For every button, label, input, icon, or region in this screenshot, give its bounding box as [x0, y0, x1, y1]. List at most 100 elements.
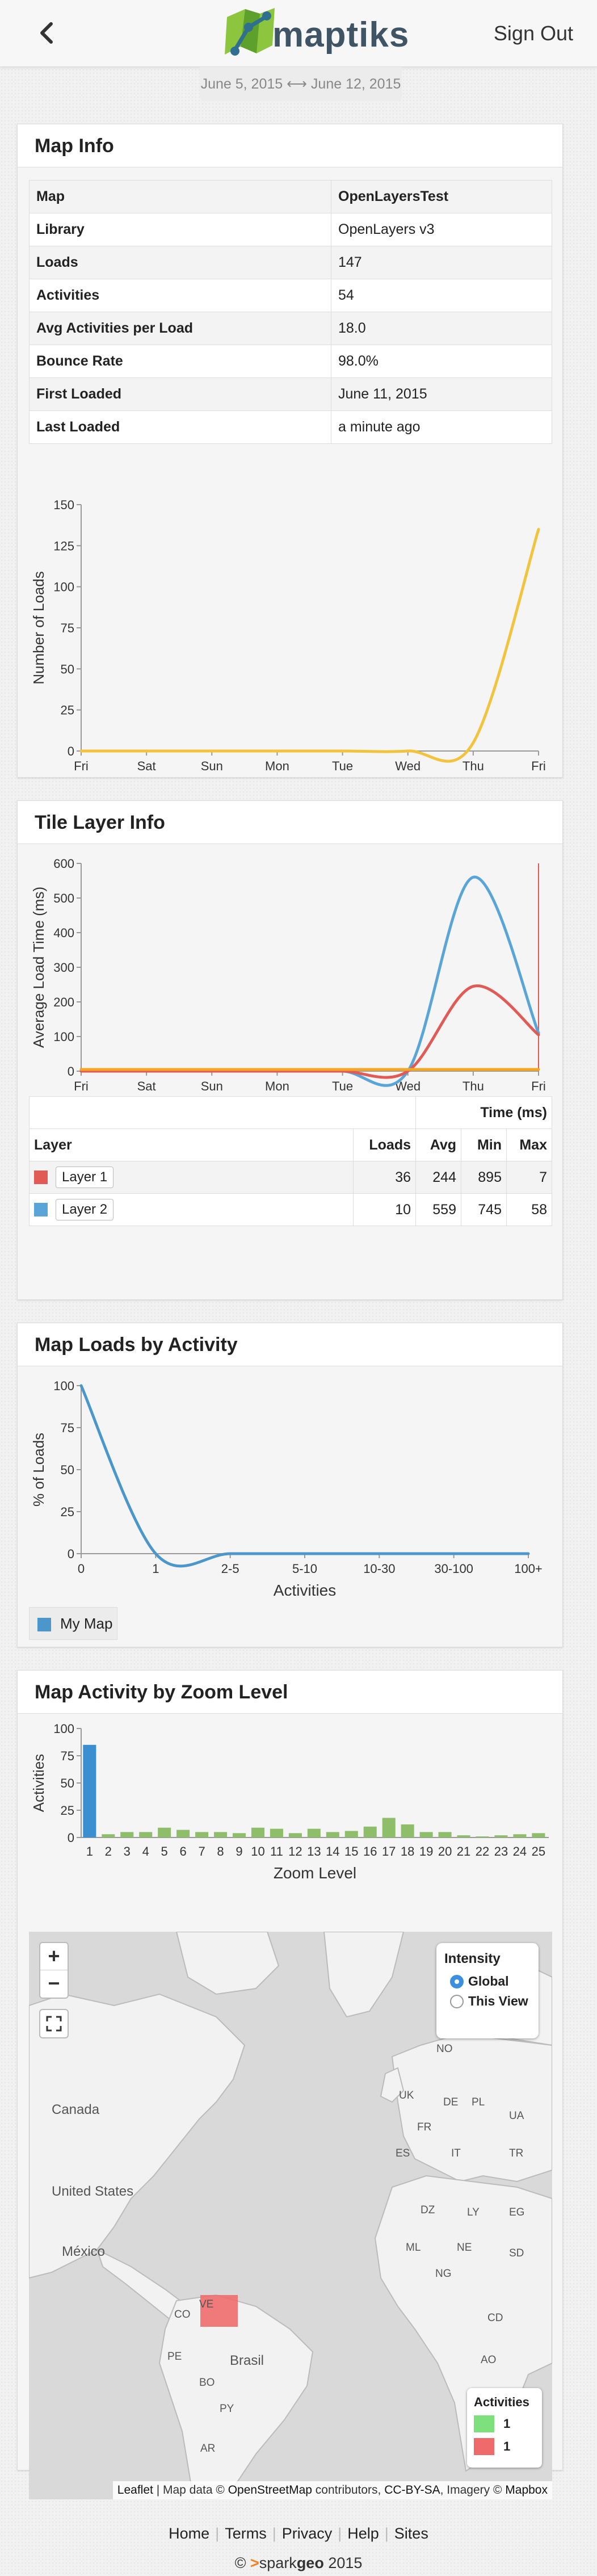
- info-value: a minute ago: [331, 410, 552, 444]
- activity-heat-cell[interactable]: [200, 2295, 238, 2327]
- x-tick-label: Sat: [137, 1079, 156, 1093]
- osm-link[interactable]: OpenStreetMap: [228, 2483, 312, 2497]
- x-tick-label: Wed: [395, 759, 421, 773]
- map-label-no: NO: [436, 2043, 453, 2055]
- footer-link-home[interactable]: Home: [169, 2525, 210, 2542]
- zoom-bar-19[interactable]: [419, 1832, 433, 1837]
- y-tick-label: 50: [61, 662, 74, 676]
- footer-link-privacy[interactable]: Privacy: [281, 2525, 333, 2542]
- map-label-ar: AR: [200, 2443, 216, 2455]
- zoom-bar-15[interactable]: [344, 1831, 358, 1837]
- sign-out-link[interactable]: Sign Out: [493, 22, 573, 45]
- info-key: Avg Activities per Load: [29, 312, 331, 345]
- maptiks-logo: maptiks: [222, 5, 409, 61]
- x-tick-label: Fri: [74, 1079, 89, 1093]
- activities-legend-item: 1: [474, 2415, 535, 2432]
- intensity-option-this-view[interactable]: This View: [450, 1994, 531, 2009]
- footer-link-sites[interactable]: Sites: [394, 2525, 428, 2542]
- chevron-left-icon: [40, 22, 53, 44]
- col-avg: Avg: [415, 1128, 461, 1161]
- leaflet-link[interactable]: Leaflet: [117, 2483, 153, 2497]
- cc-link[interactable]: CC-BY-SA: [384, 2483, 440, 2497]
- intensity-control: Intensity Global This View: [436, 1943, 539, 2038]
- zoom-bar-16[interactable]: [363, 1826, 377, 1837]
- zoom-bar-10[interactable]: [251, 1827, 265, 1837]
- y-tick-label: 100: [53, 1030, 74, 1044]
- y-axis-label: Average Load Time (ms): [30, 887, 47, 1048]
- footer-link-terms[interactable]: Terms: [225, 2525, 267, 2542]
- zoom-bar-14[interactable]: [326, 1832, 339, 1837]
- zoom-bar-21[interactable]: [457, 1835, 470, 1837]
- zoom-bar-9[interactable]: [232, 1833, 246, 1837]
- map-label-mexico: México: [62, 2244, 106, 2259]
- x-tick-label: 13: [307, 1844, 321, 1858]
- y-tick-label: 600: [53, 857, 74, 871]
- mapbox-link[interactable]: Mapbox: [505, 2483, 548, 2497]
- layer-min: 745: [461, 1193, 507, 1226]
- fullscreen-button[interactable]: [39, 2009, 69, 2038]
- activities-legend-title: Activities: [474, 2395, 529, 2409]
- activities-legend: Activities 1 1: [467, 2388, 542, 2468]
- zoom-bar-11[interactable]: [270, 1828, 283, 1837]
- map-activity-by-zoom-panel: Map Activity by Zoom Level 0 25 50 75 100 Act…: [17, 1670, 563, 2499]
- zoom-bar-22[interactable]: [476, 1836, 489, 1837]
- layer-toggle-button[interactable]: Layer 1: [56, 1167, 114, 1188]
- y-tick-label: 200: [53, 995, 74, 1009]
- zoom-bar-20[interactable]: [438, 1832, 452, 1837]
- zoom-bar-23[interactable]: [494, 1835, 508, 1837]
- x-tick-label: 24: [513, 1844, 527, 1858]
- zoom-bar-12[interactable]: [288, 1833, 302, 1837]
- map-label-ve: VE: [199, 2298, 214, 2310]
- y-tick-label: 25: [61, 1803, 74, 1818]
- copyright: © >sparkgeo 2015: [234, 2554, 363, 2571]
- map-label-es: ES: [396, 2147, 410, 2159]
- x-tick-label: Thu: [463, 1079, 484, 1093]
- tile-layer-row: Layer 1 36 244 895 7: [29, 1161, 552, 1194]
- date-end: June 12, 2015: [310, 76, 401, 92]
- panel-title: Map Loads by Activity: [18, 1323, 562, 1366]
- brand-name: maptiks: [272, 15, 410, 54]
- x-tick-label: 5: [161, 1844, 168, 1858]
- legend-my-map[interactable]: My Map: [29, 1607, 117, 1640]
- map-label-cd: CD: [487, 2312, 503, 2324]
- layer-min: 895: [461, 1161, 507, 1194]
- layer-toggle-button[interactable]: Layer 2: [56, 1199, 114, 1220]
- fullscreen-icon: [46, 2016, 62, 2032]
- zoom-bar-2[interactable]: [102, 1834, 115, 1837]
- x-tick-label: 0: [78, 1562, 85, 1576]
- y-tick-label: 25: [61, 1505, 74, 1519]
- x-tick-label: Sun: [201, 759, 223, 773]
- zoom-bar-1[interactable]: [83, 1744, 96, 1837]
- x-tick-label: 15: [344, 1844, 358, 1858]
- zoom-bar-25[interactable]: [532, 1833, 545, 1837]
- zoom-in-button[interactable]: +: [40, 1943, 68, 1970]
- zoom-bar-18[interactable]: [401, 1824, 414, 1837]
- y-tick-label: 300: [53, 960, 74, 975]
- zoom-out-button[interactable]: −: [48, 1971, 60, 1995]
- x-tick-label: 3: [124, 1844, 131, 1858]
- x-tick-label: 4: [142, 1844, 149, 1858]
- y-tick-label: 100: [53, 1379, 74, 1393]
- zoom-bar-4[interactable]: [139, 1832, 153, 1837]
- time-ms-header: Time (ms): [415, 1096, 552, 1129]
- zoom-bar-17[interactable]: [382, 1818, 396, 1837]
- back-button[interactable]: [34, 19, 59, 47]
- zoom-bar-6[interactable]: [176, 1830, 190, 1837]
- info-key: Library: [29, 213, 331, 246]
- y-tick-label: 50: [61, 1463, 74, 1477]
- x-tick-label: 2: [105, 1844, 112, 1858]
- zoom-bar-8[interactable]: [214, 1832, 228, 1837]
- date-range-selector[interactable]: June 5, 2015 ⟷ June 12, 2015: [200, 67, 402, 101]
- zoom-bar-3[interactable]: [120, 1832, 134, 1837]
- layer-max: 58: [506, 1193, 552, 1226]
- zoom-bar-7[interactable]: [195, 1832, 209, 1837]
- info-row: Last Loaded a minute ago: [29, 410, 552, 444]
- zoom-bar-13[interactable]: [307, 1828, 321, 1837]
- activity-map[interactable]: Canada United States México Brasil NO UK…: [29, 1932, 552, 2499]
- map-label-pl: PL: [472, 2096, 485, 2108]
- x-axis-label: Zoom Level: [274, 1864, 356, 1882]
- zoom-bar-24[interactable]: [513, 1834, 527, 1837]
- intensity-option-global[interactable]: Global: [450, 1974, 531, 1989]
- footer-link-help[interactable]: Help: [347, 2525, 379, 2542]
- zoom-bar-5[interactable]: [158, 1827, 171, 1837]
